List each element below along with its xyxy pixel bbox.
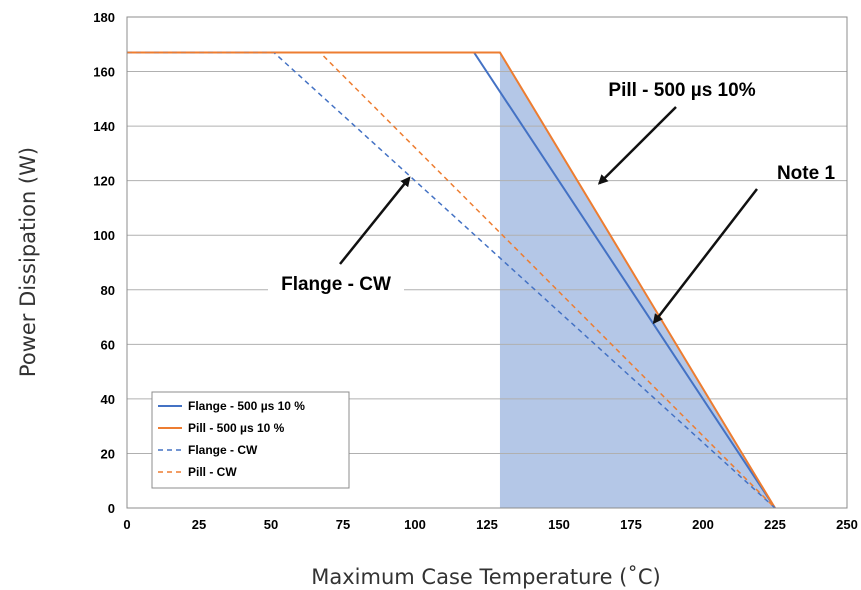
legend-box [151, 391, 350, 489]
annotation-arrow [652, 188, 758, 325]
y-tick-label: 40 [101, 392, 115, 407]
series-line-2 [127, 51, 776, 509]
legend-label: Flange - 500 µs 10 % [188, 399, 305, 413]
x-tick-label: 0 [123, 517, 130, 532]
annotation-label-bg [268, 270, 404, 298]
series-line-4 [127, 51, 776, 509]
x-axis-title: Maximum Case Temperature (˚C) [311, 565, 660, 589]
annotation-label: Note 1 [777, 163, 836, 184]
x-tick-label: 150 [548, 517, 570, 532]
y-tick-label: 0 [108, 501, 115, 516]
y-tick-label: 180 [93, 10, 115, 25]
y-tick-label: 140 [93, 119, 115, 134]
plot-frame [126, 16, 848, 509]
y-axis-title: Power Dissipation (W) [16, 147, 40, 377]
y-tick-label: 20 [101, 446, 115, 461]
legend-label: Pill - 500 µs 10 % [188, 421, 285, 435]
annotation-arrow [339, 176, 411, 265]
x-tick-label: 75 [336, 517, 350, 532]
x-tick-label: 125 [476, 517, 498, 532]
y-tick-label: 80 [101, 283, 115, 298]
x-tick-label: 175 [620, 517, 642, 532]
y-tick-label: 160 [93, 65, 115, 80]
x-tick-label: 100 [404, 517, 426, 532]
annotation-label: Pill - 500 µs 10% [608, 80, 755, 101]
annotation-arrow [597, 106, 677, 185]
annotation-label: Flange - CW [281, 274, 391, 295]
legend-label: Flange - CW [188, 443, 258, 457]
x-tick-label: 250 [836, 517, 858, 532]
y-tick-label: 100 [93, 228, 115, 243]
x-tick-label: 25 [192, 517, 206, 532]
x-tick-label: 50 [264, 517, 278, 532]
x-tick-label: 200 [692, 517, 714, 532]
y-tick-label: 60 [101, 337, 115, 352]
legend-label: Pill - CW [188, 465, 237, 479]
x-tick-label: 225 [764, 517, 786, 532]
y-tick-label: 120 [93, 174, 115, 189]
